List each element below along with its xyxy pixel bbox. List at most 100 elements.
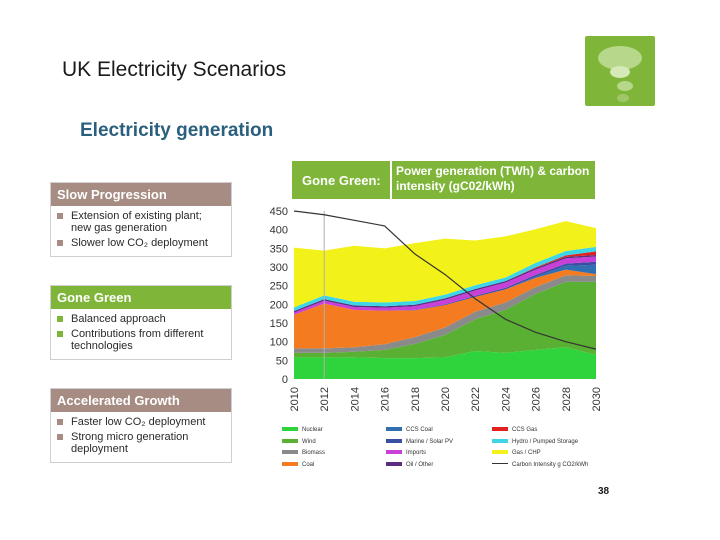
legend-swatch bbox=[386, 450, 402, 455]
x-tick-label: 2020 bbox=[440, 387, 452, 411]
y-tick-label: 150 bbox=[270, 318, 288, 330]
legend-swatch bbox=[386, 461, 402, 466]
legend-label: Imports bbox=[406, 450, 427, 456]
square-bullet-icon bbox=[57, 316, 63, 322]
y-tick-label: 450 bbox=[270, 206, 288, 218]
scenario-bullet-text: Faster low CO₂ deployment bbox=[71, 416, 206, 428]
scenario-bullet-text: Contributions from different technologie… bbox=[71, 328, 204, 352]
x-tick-label: 2022 bbox=[470, 387, 482, 411]
legend-swatch bbox=[492, 438, 508, 443]
scenario-bullet-text: Balanced approach bbox=[71, 313, 166, 325]
legend-label: Nuclear bbox=[302, 427, 323, 433]
legend-swatch bbox=[492, 450, 508, 455]
y-tick-label: 200 bbox=[270, 299, 288, 311]
x-tick-label: 2016 bbox=[380, 387, 392, 411]
scenario-bullet-text: Strong micro generation deployment bbox=[71, 431, 189, 455]
scenario-bullet: Contributions from different technologie… bbox=[57, 328, 225, 352]
area-series bbox=[294, 246, 596, 312]
legend-item: Hydro / Pumped Storage bbox=[492, 438, 578, 446]
generation-chart: 0 50 100 150 200 250 300 350 400 450 2010 2012 2014 2… bbox=[270, 206, 603, 411]
scenario-bullet: Slower low CO₂ deployment bbox=[57, 237, 225, 249]
legend-swatch bbox=[282, 438, 298, 443]
legend-label: CCS Gas bbox=[512, 427, 538, 433]
y-tick-label: 0 bbox=[282, 374, 288, 386]
scenario-bullets: Faster low CO₂ deployment Strong micro ge… bbox=[51, 412, 231, 462]
chart-header-scenario: Gone Green: bbox=[292, 161, 392, 199]
legend-item: Imports bbox=[386, 449, 426, 457]
x-tick-label: 2014 bbox=[349, 387, 361, 411]
chart-header: Gone Green: Power generation (TWh) & car… bbox=[292, 161, 595, 199]
legend-label: Wind bbox=[302, 438, 316, 445]
carbon-intensity-line bbox=[293, 210, 597, 350]
legend-label: Hydro / Pumped Storage bbox=[512, 438, 579, 445]
x-tick-label: 2010 bbox=[289, 387, 301, 411]
scenario-bullet: Faster low CO₂ deployment bbox=[57, 416, 225, 428]
legend-label: Oil / Other bbox=[406, 461, 434, 468]
area-series bbox=[294, 347, 596, 379]
square-bullet-icon bbox=[57, 434, 63, 440]
x-tick-label: 2018 bbox=[410, 387, 422, 411]
x-tick-label: 2026 bbox=[531, 387, 543, 411]
legend-swatch bbox=[492, 427, 508, 432]
area-series bbox=[294, 281, 596, 359]
legend-swatch bbox=[492, 463, 508, 465]
area-series bbox=[294, 221, 596, 308]
x-tick-label: 2012 bbox=[319, 387, 331, 411]
area-series bbox=[294, 256, 596, 315]
legend-item: Oil / Other bbox=[386, 461, 433, 469]
scenario-bullets: Extension of existing plant; new gas gen… bbox=[51, 206, 231, 256]
scenario-title: Slow Progression bbox=[51, 183, 231, 206]
square-bullet-icon bbox=[57, 419, 63, 425]
scenario-card: Accelerated Growth Faster low CO₂ deploym… bbox=[50, 388, 232, 463]
area-series bbox=[294, 269, 596, 349]
legend-swatch bbox=[282, 427, 298, 432]
scenario-title: Accelerated Growth bbox=[51, 389, 231, 412]
legend-item: Marine / Solar PV bbox=[386, 438, 453, 446]
scenario-bullet: Strong micro generation deployment bbox=[57, 431, 225, 455]
scenario-bullet-text: Extension of existing plant; new gas gen… bbox=[71, 210, 202, 234]
legend-swatch bbox=[282, 450, 298, 455]
scenario-bullet: Balanced approach bbox=[57, 313, 225, 325]
legend-label: Coal bbox=[302, 461, 315, 468]
scenario-title: Gone Green bbox=[51, 286, 231, 309]
scenario-bullets: Balanced approach Contributions from diff… bbox=[51, 309, 231, 359]
legend-label: Biomass bbox=[302, 450, 326, 456]
y-tick-label: 400 bbox=[270, 225, 288, 237]
square-bullet-icon bbox=[57, 331, 63, 337]
legend-label: Marine / Solar PV bbox=[406, 438, 454, 445]
legend-item: CCS Coal bbox=[386, 426, 433, 434]
y-tick-label: 300 bbox=[270, 262, 288, 274]
y-tick-label: 350 bbox=[270, 243, 288, 255]
y-tick-label: 100 bbox=[270, 337, 288, 349]
page-number: 38 bbox=[598, 486, 610, 497]
scenario-bullet: Extension of existing plant; new gas gen… bbox=[57, 210, 225, 234]
legend-label: CCS Coal bbox=[406, 427, 433, 433]
legend-item: Nuclear bbox=[282, 426, 323, 434]
square-bullet-icon bbox=[57, 213, 63, 219]
legend-item: CCS Gas bbox=[492, 426, 537, 434]
legend-swatch bbox=[386, 438, 402, 443]
company-logo bbox=[585, 36, 655, 106]
legend-item: Wind bbox=[282, 438, 316, 446]
legend-swatch bbox=[386, 427, 402, 432]
legend-label: Carbon Intensity g CO2/kWh bbox=[512, 461, 589, 468]
scenario-card: Gone Green Balanced approach Contributions… bbox=[50, 285, 232, 360]
y-tick-label: 250 bbox=[270, 281, 288, 293]
x-tick-label: 2030 bbox=[591, 387, 603, 411]
square-bullet-icon bbox=[57, 240, 63, 246]
x-tick-label: 2028 bbox=[561, 387, 573, 411]
legend-item: Gas / CHP bbox=[492, 449, 541, 457]
legend-item: Carbon Intensity g CO2/kWh bbox=[492, 461, 588, 469]
legend-item: Biomass bbox=[282, 449, 325, 457]
scenario-card: Slow Progression Extension of existing pl… bbox=[50, 182, 232, 257]
legend-label: Gas / CHP bbox=[512, 450, 541, 456]
logo-bubbles-icon bbox=[598, 46, 642, 102]
legend-swatch bbox=[282, 461, 298, 466]
scenario-bullet-text: Slower low CO₂ deployment bbox=[71, 237, 208, 249]
slide-title: UK Electricity Scenarios bbox=[62, 58, 287, 81]
legend-item: Coal bbox=[282, 461, 314, 469]
chart-section-title: Electricity generation bbox=[80, 120, 274, 141]
x-tick-label: 2024 bbox=[500, 387, 512, 411]
y-tick-label: 50 bbox=[276, 355, 288, 367]
chart-header-description: Power generation (TWh) & carbon intensit… bbox=[396, 164, 590, 193]
